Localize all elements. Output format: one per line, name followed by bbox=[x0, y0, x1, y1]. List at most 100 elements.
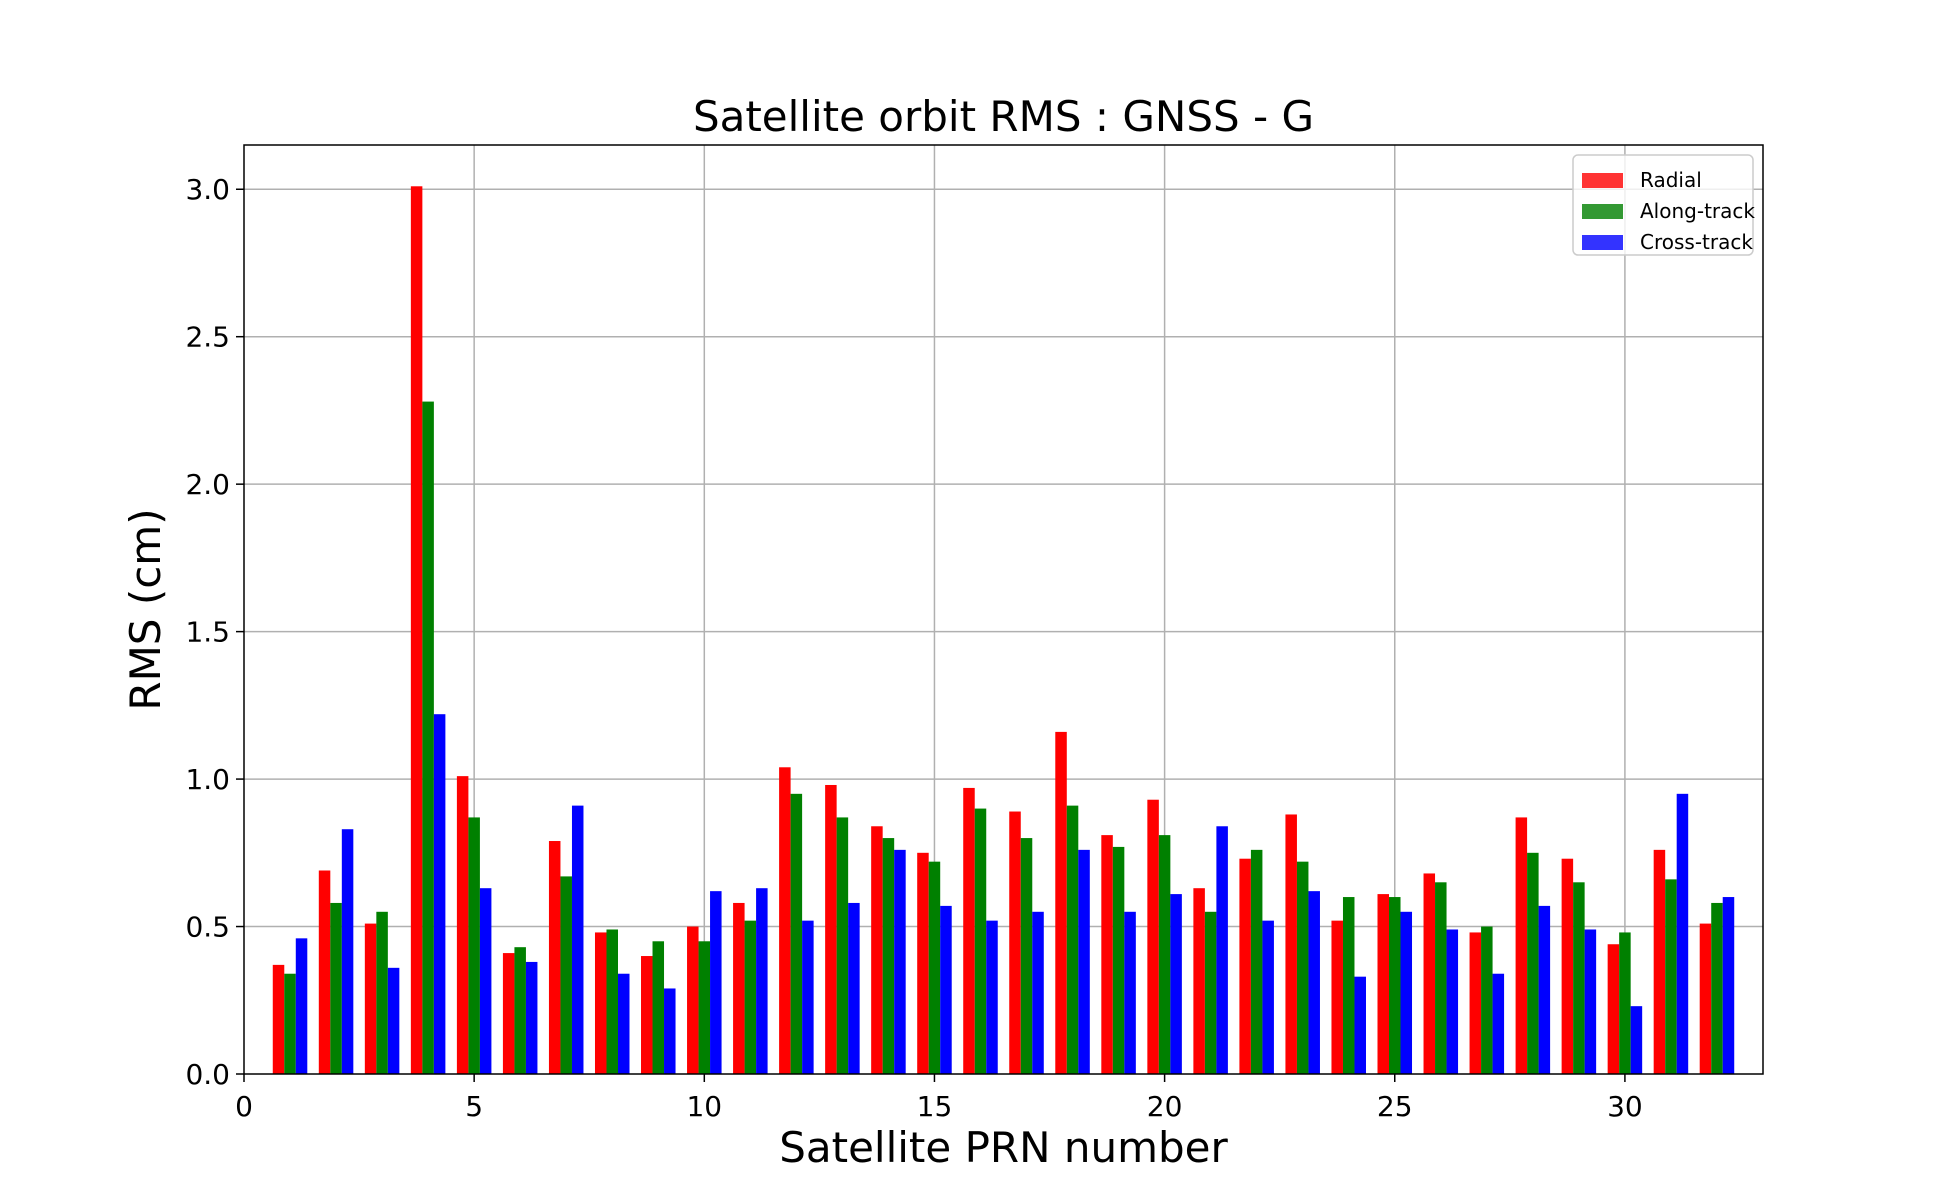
bar-radial bbox=[1285, 814, 1297, 1074]
bar-cross-track bbox=[1170, 894, 1182, 1074]
chart-title: Satellite orbit RMS : GNSS - G bbox=[693, 92, 1314, 141]
bar-radial bbox=[1469, 932, 1482, 1074]
ticks: 0 5 10 15 20 25 30 0.0 0.5 1.0 1.5 2.0 2.5 3.0 bbox=[185, 173, 1642, 1123]
y-tick-label: 0.5 bbox=[185, 911, 230, 944]
bar-along-track bbox=[1435, 882, 1447, 1074]
bar-cross-track bbox=[525, 961, 538, 1074]
bar-radial bbox=[456, 776, 469, 1074]
bar-cross-track bbox=[848, 902, 860, 1074]
bar-along-track bbox=[698, 941, 711, 1074]
bar-cross-track bbox=[1124, 911, 1136, 1074]
bar-cross-track bbox=[1446, 929, 1459, 1074]
x-tick-label: 15 bbox=[917, 1090, 953, 1123]
bar-along-track bbox=[284, 973, 296, 1074]
bar-along-track bbox=[836, 817, 849, 1074]
legend-swatch bbox=[1582, 173, 1623, 188]
x-tick-label: 30 bbox=[1607, 1090, 1643, 1123]
series-radial bbox=[272, 186, 1712, 1075]
bar-along-track bbox=[1619, 932, 1631, 1074]
bar-cross-track bbox=[433, 714, 446, 1074]
y-tick-label: 3.0 bbox=[185, 173, 230, 206]
bar-radial bbox=[410, 186, 423, 1075]
bar-along-track bbox=[882, 838, 895, 1074]
bar-radial bbox=[779, 767, 791, 1074]
legend-label: Radial bbox=[1640, 168, 1702, 192]
bar-radial bbox=[548, 841, 561, 1074]
bar-cross-track bbox=[710, 891, 722, 1074]
bar-cross-track bbox=[664, 988, 676, 1074]
bar-radial bbox=[1699, 923, 1712, 1074]
bar-cross-track bbox=[1676, 793, 1689, 1074]
x-tick-label: 10 bbox=[686, 1090, 722, 1123]
bar-radial bbox=[1193, 888, 1205, 1074]
y-tick-label: 2.0 bbox=[185, 468, 230, 501]
bar-cross-track bbox=[617, 973, 630, 1074]
bar-radial bbox=[364, 923, 377, 1074]
series-cross-track bbox=[295, 714, 1735, 1074]
bar-along-track bbox=[606, 929, 618, 1074]
bar-cross-track bbox=[1354, 976, 1366, 1074]
bar-along-track bbox=[514, 947, 526, 1074]
bar-radial bbox=[1101, 835, 1113, 1074]
bar-along-track bbox=[652, 941, 665, 1074]
x-axis-label: Satellite PRN number bbox=[779, 1123, 1228, 1172]
series-along-track bbox=[284, 401, 1723, 1075]
legend-label: Along-track bbox=[1640, 199, 1755, 223]
bar-along-track bbox=[1665, 879, 1677, 1074]
bar-along-track bbox=[1066, 805, 1079, 1074]
bar-cross-track bbox=[1308, 891, 1320, 1074]
bar-radial bbox=[1561, 858, 1574, 1074]
bar-radial bbox=[1239, 858, 1251, 1074]
bar-cross-track bbox=[341, 829, 354, 1074]
y-axis-label: RMS (cm) bbox=[121, 508, 170, 710]
bar-along-track bbox=[468, 817, 480, 1074]
grid bbox=[244, 145, 1763, 1074]
x-tick-label: 20 bbox=[1147, 1090, 1183, 1123]
x-tick-label: 0 bbox=[235, 1090, 253, 1123]
bar-radial bbox=[687, 926, 699, 1074]
bar-radial bbox=[272, 964, 285, 1074]
bar-along-track bbox=[1527, 852, 1539, 1074]
bar-cross-track bbox=[894, 849, 906, 1074]
bar-radial bbox=[825, 784, 837, 1074]
bar-cross-track bbox=[1216, 826, 1228, 1074]
bar-radial bbox=[917, 852, 929, 1074]
bar-cross-track bbox=[571, 805, 584, 1074]
bar-radial bbox=[502, 953, 515, 1074]
bar-radial bbox=[1331, 920, 1343, 1074]
bar-radial bbox=[871, 826, 883, 1074]
legend-label: Cross-track bbox=[1640, 230, 1753, 254]
bar-cross-track bbox=[1262, 920, 1274, 1074]
y-tick-label: 0.0 bbox=[185, 1058, 230, 1091]
bar-radial bbox=[1147, 799, 1159, 1074]
x-tick-label: 5 bbox=[465, 1090, 483, 1123]
bar-along-track bbox=[1250, 849, 1263, 1074]
bar-radial bbox=[318, 870, 331, 1074]
bar-cross-track bbox=[295, 938, 308, 1074]
bar-radial bbox=[1653, 849, 1666, 1074]
bar-along-track bbox=[560, 876, 572, 1074]
bar-cross-track bbox=[1078, 849, 1090, 1074]
bar-along-track bbox=[928, 861, 941, 1074]
bar-cross-track bbox=[1722, 897, 1735, 1074]
bar-radial bbox=[1607, 944, 1620, 1074]
bar-along-track bbox=[330, 902, 342, 1074]
bar-along-track bbox=[744, 920, 757, 1074]
bar-cross-track bbox=[802, 920, 814, 1074]
legend: Radial Along-track Cross-track bbox=[1572, 154, 1755, 256]
bar-along-track bbox=[1112, 846, 1125, 1074]
bar-cross-track bbox=[1400, 911, 1413, 1074]
bar-along-track bbox=[1711, 902, 1723, 1074]
bar-cross-track bbox=[479, 888, 492, 1074]
bar-along-track bbox=[1481, 926, 1493, 1074]
bar-along-track bbox=[1296, 861, 1309, 1074]
bar-cross-track bbox=[1492, 973, 1505, 1074]
bar-radial bbox=[1423, 873, 1436, 1074]
y-tick-label: 1.0 bbox=[185, 763, 230, 796]
bar-along-track bbox=[1573, 882, 1585, 1074]
plot-frame bbox=[243, 144, 1764, 1075]
x-tick-label: 25 bbox=[1377, 1090, 1413, 1123]
bar-cross-track bbox=[1630, 1006, 1643, 1074]
bar-cross-track bbox=[986, 920, 998, 1074]
